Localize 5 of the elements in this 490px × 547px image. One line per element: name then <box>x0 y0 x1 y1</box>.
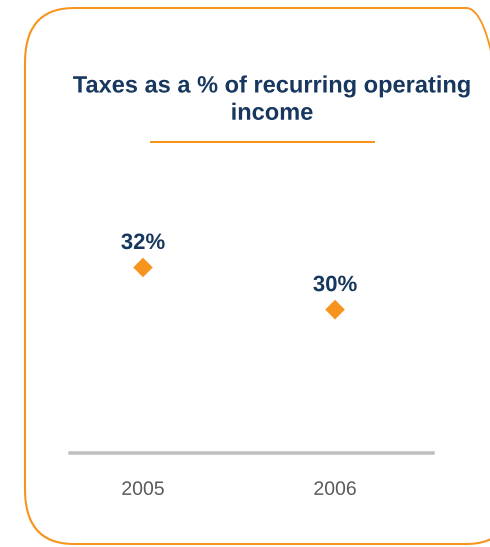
x-tick-label: 2006 <box>314 481 356 496</box>
data-label: 32% <box>121 233 165 250</box>
data-label: 30% <box>313 276 357 292</box>
chart-title: Taxes as a % of recurring operating income <box>73 75 470 120</box>
x-tick-label: 2005 <box>122 481 164 496</box>
